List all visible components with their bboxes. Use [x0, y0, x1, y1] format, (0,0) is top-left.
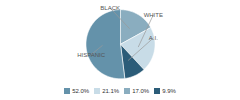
html-text:21.1%: 21.1%: [102, 88, 120, 94]
html-text:17.0%: 17.0%: [132, 88, 150, 94]
svg-text:A.I.: A.I.: [149, 35, 158, 41]
html-text:52.0%: 52.0%: [72, 88, 90, 94]
svg-text:BLACK: BLACK: [100, 5, 120, 11]
svg-text:WHITE: WHITE: [144, 12, 163, 18]
html-text:9.9%: 9.9%: [162, 88, 176, 94]
svg-text:HISPANIC: HISPANIC: [77, 52, 106, 58]
